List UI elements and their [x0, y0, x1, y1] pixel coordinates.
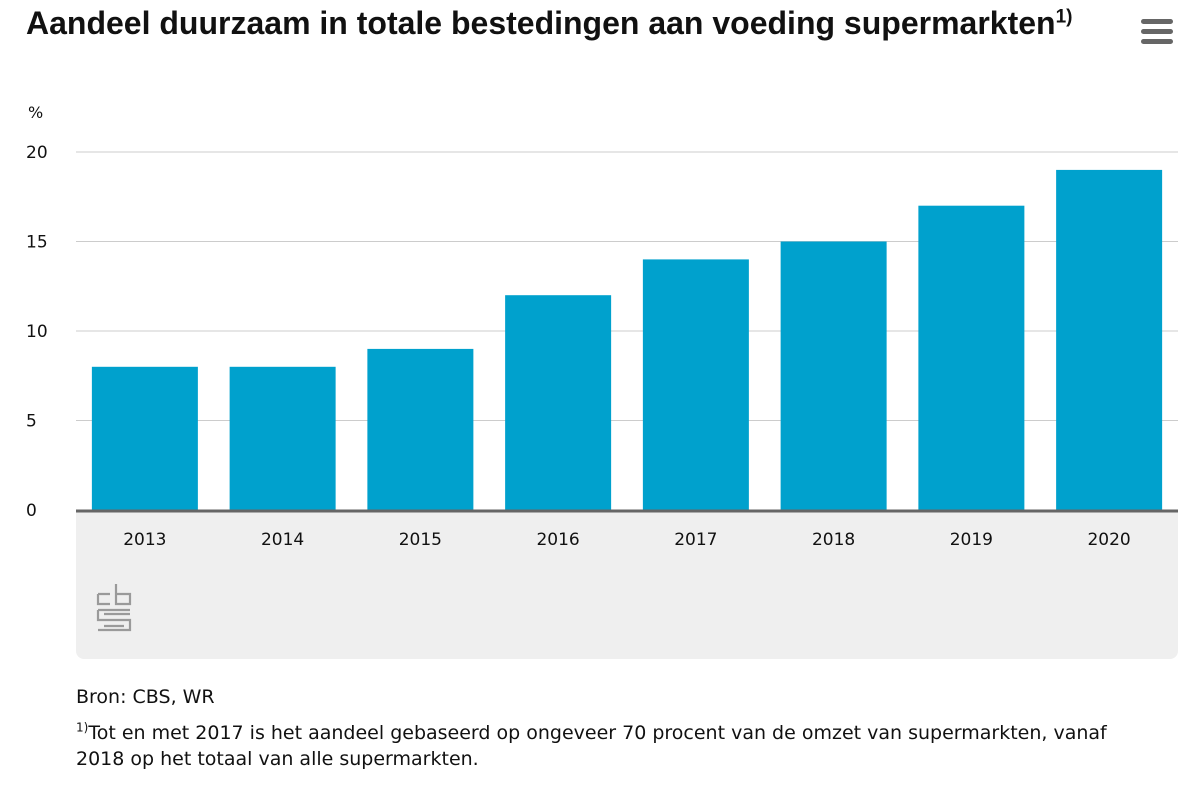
- chart-footer-panel: [76, 512, 1178, 659]
- menu-line: [1141, 19, 1173, 24]
- bar-2013[interactable]: [91, 366, 198, 510]
- bar-2020[interactable]: [1056, 169, 1163, 510]
- bar-2015[interactable]: [367, 348, 474, 510]
- hamburger-menu-icon[interactable]: [1138, 16, 1176, 46]
- x-tick-label: 2014: [261, 530, 304, 550]
- footnote: 1)Tot en met 2017 is het aandeel gebasee…: [76, 720, 1156, 772]
- bar-2017[interactable]: [642, 259, 749, 510]
- x-tick-label: 2013: [123, 530, 166, 550]
- cbs-logo-icon: [96, 584, 132, 632]
- y-tick-label: 10: [26, 322, 48, 342]
- y-tick-label: 0: [26, 501, 37, 521]
- bars: [91, 169, 1163, 511]
- bar-chart: % 0 5 10 15 20 2013 2014 2015 2016 2017 2018 2019 202…: [26, 103, 1178, 550]
- y-tick-label: 5: [26, 412, 37, 432]
- x-tick-label: 2016: [536, 530, 579, 550]
- y-tick-label: 20: [26, 143, 48, 163]
- y-axis-unit-label: %: [28, 103, 43, 122]
- x-tick-label: 2019: [950, 530, 993, 550]
- labels: % 0 5 10 15 20 2013 2014 2015 2016 2017 2018 2019 202…: [26, 103, 1131, 550]
- bar-2019[interactable]: [918, 205, 1025, 510]
- title-footnote-marker: 1): [1055, 6, 1073, 28]
- footnote-marker: 1): [76, 720, 89, 735]
- source-text: Bron: CBS, WR: [76, 686, 215, 708]
- bar-2016[interactable]: [505, 295, 612, 510]
- bar-2018[interactable]: [780, 241, 887, 511]
- x-tick-label: 2015: [399, 530, 442, 550]
- footnote-text: Tot en met 2017 is het aandeel gebaseerd…: [76, 722, 1107, 770]
- x-tick-label: 2020: [1087, 530, 1130, 550]
- chart-title-text: Aandeel duurzaam in totale bestedingen a…: [26, 5, 1056, 41]
- y-tick-label: 15: [26, 233, 48, 253]
- x-tick-label: 2018: [812, 530, 855, 550]
- x-tick-label: 2017: [674, 530, 717, 550]
- bar-2014[interactable]: [229, 366, 336, 510]
- chart-title: Aandeel duurzaam in totale bestedingen a…: [26, 4, 1106, 42]
- menu-line: [1141, 29, 1173, 34]
- menu-line: [1141, 39, 1173, 44]
